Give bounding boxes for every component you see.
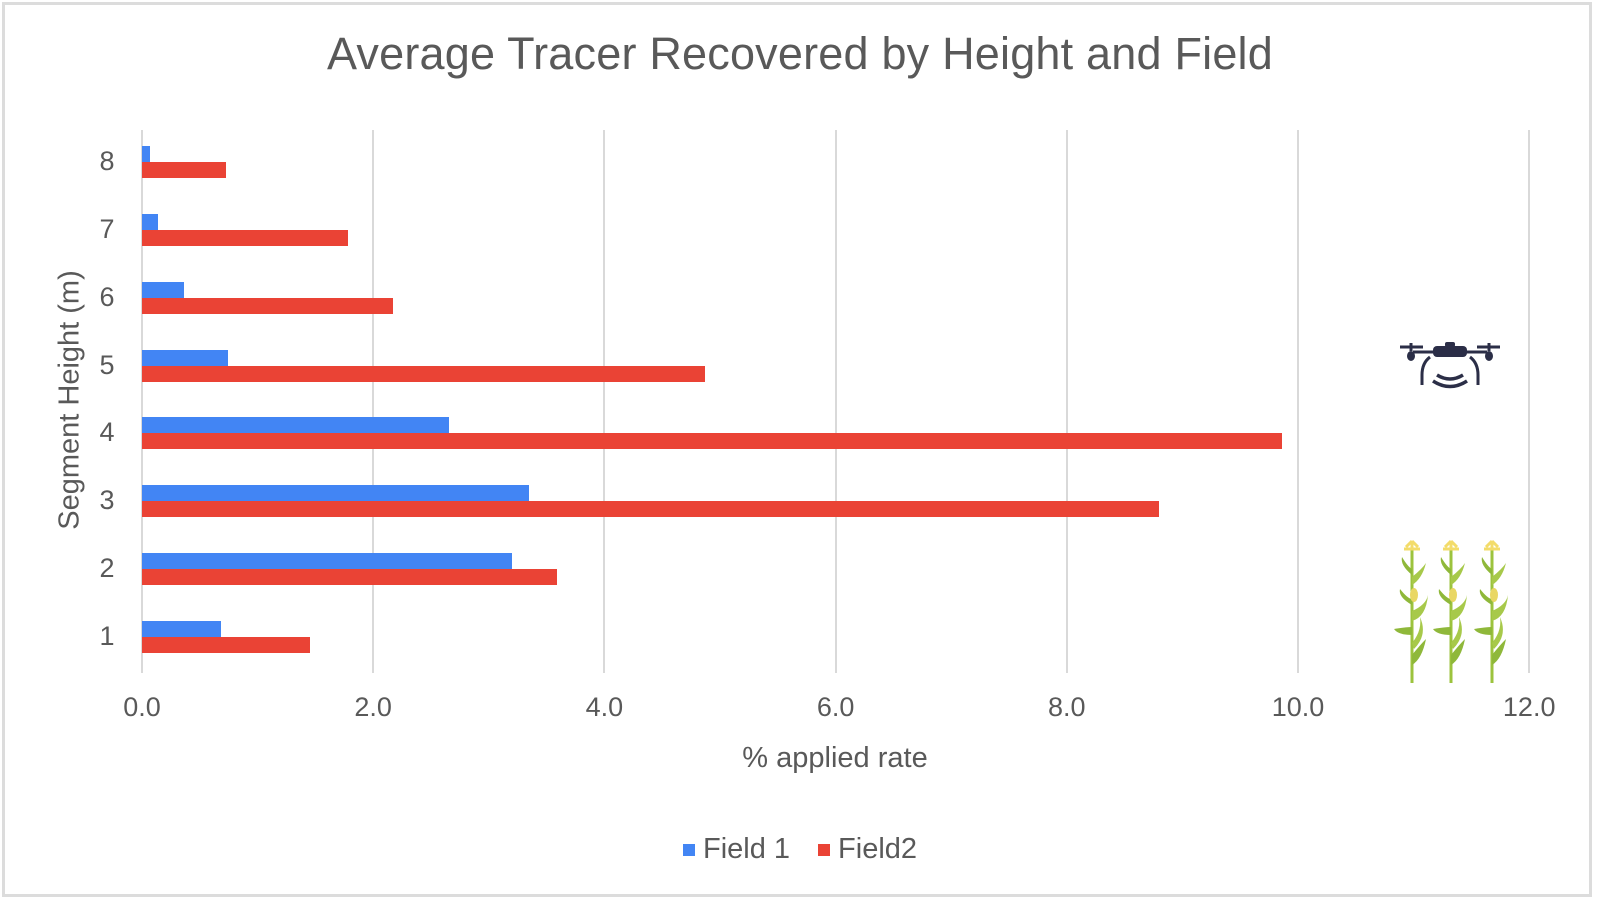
corn-stalk-icon bbox=[1394, 539, 1428, 683]
bar-field1-height-2[interactable] bbox=[142, 553, 512, 570]
bar-field1-height-4[interactable] bbox=[142, 417, 450, 434]
x-tick-label: 10.0 bbox=[1271, 692, 1325, 722]
legend-item-field2[interactable]: Field2 bbox=[818, 833, 917, 866]
gridline bbox=[1297, 130, 1299, 673]
bar-field2-height-5[interactable] bbox=[142, 365, 705, 382]
bar-field2-height-2[interactable] bbox=[142, 569, 557, 586]
gridline bbox=[141, 130, 143, 673]
gridline bbox=[1065, 130, 1068, 673]
x-tick-label: 4.0 bbox=[585, 692, 624, 722]
gridline bbox=[1528, 130, 1531, 673]
legend-label-field1: Field 1 bbox=[703, 833, 791, 865]
bar-field2-height-7[interactable] bbox=[142, 229, 348, 246]
x-tick-label: 12.0 bbox=[1502, 692, 1556, 722]
bar-field1-height-7[interactable] bbox=[142, 213, 159, 230]
gridline bbox=[603, 130, 606, 673]
gridline bbox=[372, 130, 375, 673]
legend-swatch-field2 bbox=[818, 843, 831, 856]
y-tick-label: 5 bbox=[99, 349, 115, 380]
y-tick-label: 7 bbox=[99, 213, 115, 244]
y-tick-label: 4 bbox=[99, 417, 115, 448]
x-tick-label: 8.0 bbox=[1048, 692, 1086, 722]
bar-field1-height-5[interactable] bbox=[142, 349, 228, 366]
x-tick-label: 6.0 bbox=[816, 692, 855, 722]
y-tick-label: 2 bbox=[99, 553, 115, 584]
y-tick-label: 8 bbox=[99, 145, 115, 176]
legend-item-field1[interactable]: Field 1 bbox=[683, 833, 790, 866]
x-tick-label: 2.0 bbox=[354, 692, 392, 722]
legend-label-field2: Field2 bbox=[838, 833, 918, 865]
corn-stalk-icon bbox=[1474, 539, 1508, 683]
gridline bbox=[834, 130, 837, 673]
legend: Field 1 Field2 bbox=[683, 833, 945, 866]
legend-swatch-field1 bbox=[683, 843, 695, 856]
bar-field1-height-3[interactable] bbox=[142, 485, 530, 502]
y-axis-title: Segment Height (m) bbox=[53, 270, 86, 530]
bar-field1-height-6[interactable] bbox=[142, 281, 184, 298]
y-tick-label: 6 bbox=[99, 281, 115, 312]
x-axis-title: % applied rate bbox=[742, 742, 928, 774]
y-tick-label: 3 bbox=[99, 485, 115, 516]
chart-title: Average Tracer Recovered by Height and F… bbox=[327, 28, 1273, 79]
x-tick-label: 0.0 bbox=[123, 692, 161, 722]
bar-field1-height-1[interactable] bbox=[142, 621, 221, 638]
bar-field2-height-4[interactable] bbox=[142, 433, 1282, 450]
y-tick-label: 1 bbox=[99, 621, 115, 652]
corn-stalk-icon bbox=[1433, 539, 1467, 683]
bar-field2-height-1[interactable] bbox=[142, 637, 310, 654]
drone-icon bbox=[1400, 342, 1500, 389]
plot-area bbox=[141, 130, 1531, 673]
bar-field2-height-3[interactable] bbox=[142, 501, 1160, 518]
bar-field2-height-6[interactable] bbox=[142, 297, 393, 314]
bar-field1-height-8[interactable] bbox=[142, 145, 151, 162]
bar-field2-height-8[interactable] bbox=[142, 161, 227, 178]
